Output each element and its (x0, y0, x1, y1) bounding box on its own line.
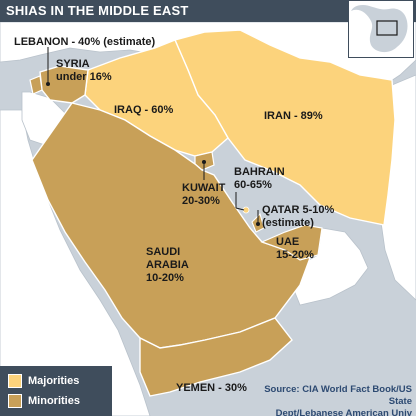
label-bahrain-name: BAHRAIN (234, 166, 285, 178)
label-iran: IRAN - 89% (264, 110, 323, 122)
label-kuwait-value: 20-30% (182, 195, 220, 207)
leader-bahrain-h (235, 207, 245, 211)
country-syria (39, 65, 89, 104)
legend-label-majorities: Majorities (28, 375, 80, 387)
label-syria: SYRIA under 16% (56, 58, 112, 84)
label-qatar: QATAR 5-10% (estimate) (262, 204, 334, 230)
legend-label-minorities: Minorities (28, 395, 80, 407)
map-title: SHIAS IN THE MIDDLE EAST (6, 3, 189, 18)
label-syria-value: under 16% (56, 71, 112, 83)
label-yemen: YEMEN - 30% (176, 382, 247, 394)
title-bar: SHIAS IN THE MIDDLE EAST (0, 0, 416, 22)
source-line-2: Dept/Lebanese American Univ (275, 408, 412, 416)
label-syria-name: SYRIA (56, 58, 90, 70)
land-africa (0, 109, 151, 416)
label-saudi-line2: ARABIA (146, 259, 189, 271)
label-qatar-name: QATAR 5-10% (262, 204, 335, 216)
legend: Majorities Minorities (0, 366, 112, 416)
label-uae-name: UAE (276, 236, 300, 248)
country-saudi-arabia (31, 102, 311, 349)
label-uae-value: 15-20% (276, 249, 314, 261)
country-lebanon (29, 75, 43, 95)
inset-highlight (376, 20, 398, 36)
marker-lebanon (46, 82, 50, 86)
country-yemen (139, 317, 293, 397)
legend-item-minorities: Minorities (8, 394, 80, 408)
globe-locator-icon (348, 0, 414, 58)
marker-kuwait (202, 160, 206, 164)
label-lebanon: LEBANON - 40% (estimate) (14, 36, 156, 48)
legend-swatch-minorities (8, 394, 22, 408)
country-uae (260, 224, 323, 261)
label-saudi-value: 10-20% (146, 272, 184, 284)
source-note: Source: CIA World Fact Book/US State Dep… (262, 384, 412, 416)
label-uae: UAE 15-20% (276, 236, 314, 262)
label-kuwait: KUWAIT 20-30% (182, 182, 225, 208)
label-saudi-line1: SAUDI (146, 246, 181, 258)
label-kuwait-name: KUWAIT (182, 182, 226, 194)
marker-qatar (256, 222, 260, 226)
legend-item-majorities: Majorities (8, 374, 79, 388)
legend-swatch-majorities (8, 374, 22, 388)
inset-map (349, 1, 413, 57)
label-bahrain: BAHRAIN 60-65% (234, 166, 285, 192)
label-saudi-arabia: SAUDI ARABIA 10-20% (146, 246, 189, 285)
label-qatar-value: (estimate) (262, 217, 314, 229)
label-iraq: IRAQ - 60% (114, 104, 174, 116)
source-line-1: Source: CIA World Fact Book/US State (264, 384, 412, 407)
label-bahrain-value: 60-65% (234, 179, 272, 191)
